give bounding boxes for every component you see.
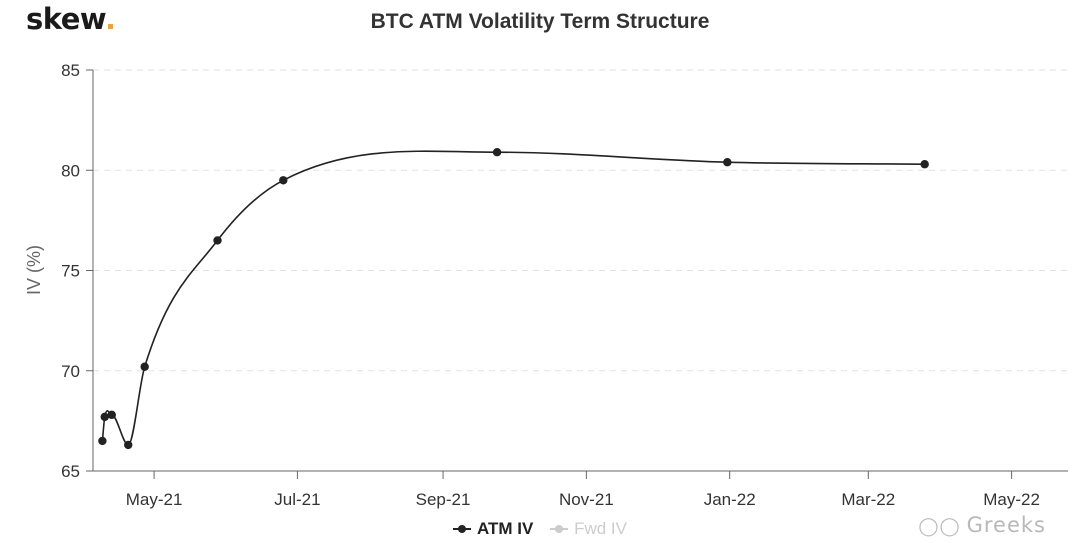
data-point-atm-iv xyxy=(920,160,929,169)
legend-marker-fwd-iv xyxy=(550,524,569,534)
axes xyxy=(86,69,1068,479)
legend-item-fwd-iv[interactable]: Fwd IV xyxy=(550,519,627,539)
data-point-atm-iv xyxy=(492,148,502,157)
watermark: ◯◯ Greeks xyxy=(918,513,1046,537)
data-point-atm-iv xyxy=(124,440,133,450)
legend: ATM IV Fwd IV xyxy=(0,519,1080,539)
data-point-atm-iv xyxy=(723,158,732,167)
data-point-atm-iv xyxy=(98,436,107,446)
chart-title: BTC ATM Volatility Term Structure xyxy=(370,10,710,33)
x-tick-label: Sep-21 xyxy=(416,490,471,509)
data-point-atm-iv xyxy=(279,176,288,185)
series-layer xyxy=(98,148,929,450)
y-tick-label: 80 xyxy=(61,161,80,180)
x-tick-label: Mar-22 xyxy=(841,490,895,509)
series-line-atm-iv xyxy=(101,150,925,446)
data-point-atm-iv xyxy=(213,236,222,245)
y-tick-label: 85 xyxy=(61,61,80,80)
x-tick-label: May-21 xyxy=(126,490,183,509)
y-tick-label: 65 xyxy=(61,462,80,481)
skew-logo: skew xyxy=(26,2,114,36)
y-tick-label: 70 xyxy=(61,362,80,381)
y-axis-label: IV (%) xyxy=(24,245,44,295)
legend-marker-atm-iv xyxy=(453,524,471,534)
data-point-atm-iv xyxy=(107,410,116,420)
grid-lines xyxy=(93,69,1068,372)
legend-label-atm-iv: ATM IV xyxy=(477,519,534,538)
y-tick-label: 75 xyxy=(61,262,80,281)
x-tick-label: Nov-21 xyxy=(559,490,614,509)
logo-dot xyxy=(108,24,114,29)
x-tick-label: May-22 xyxy=(983,490,1040,509)
legend-item-atm-iv[interactable]: ATM IV xyxy=(453,519,533,539)
watermark-text: Greeks xyxy=(966,513,1046,537)
legend-label-fwd-iv: Fwd IV xyxy=(574,519,627,538)
wechat-icon: ◯◯ xyxy=(918,516,961,537)
x-tick-label: Jan-22 xyxy=(704,490,756,509)
x-tick-label: Jul-21 xyxy=(274,490,320,509)
data-point-atm-iv xyxy=(140,362,149,371)
y-tick-labels: 65 70 75 80 85 xyxy=(61,61,80,481)
data-point-atm-iv xyxy=(100,412,109,422)
x-tick-labels: May-21 Jul-21 Sep-21 Nov-21 Jan-22 Mar-22 May-… xyxy=(126,490,1040,509)
